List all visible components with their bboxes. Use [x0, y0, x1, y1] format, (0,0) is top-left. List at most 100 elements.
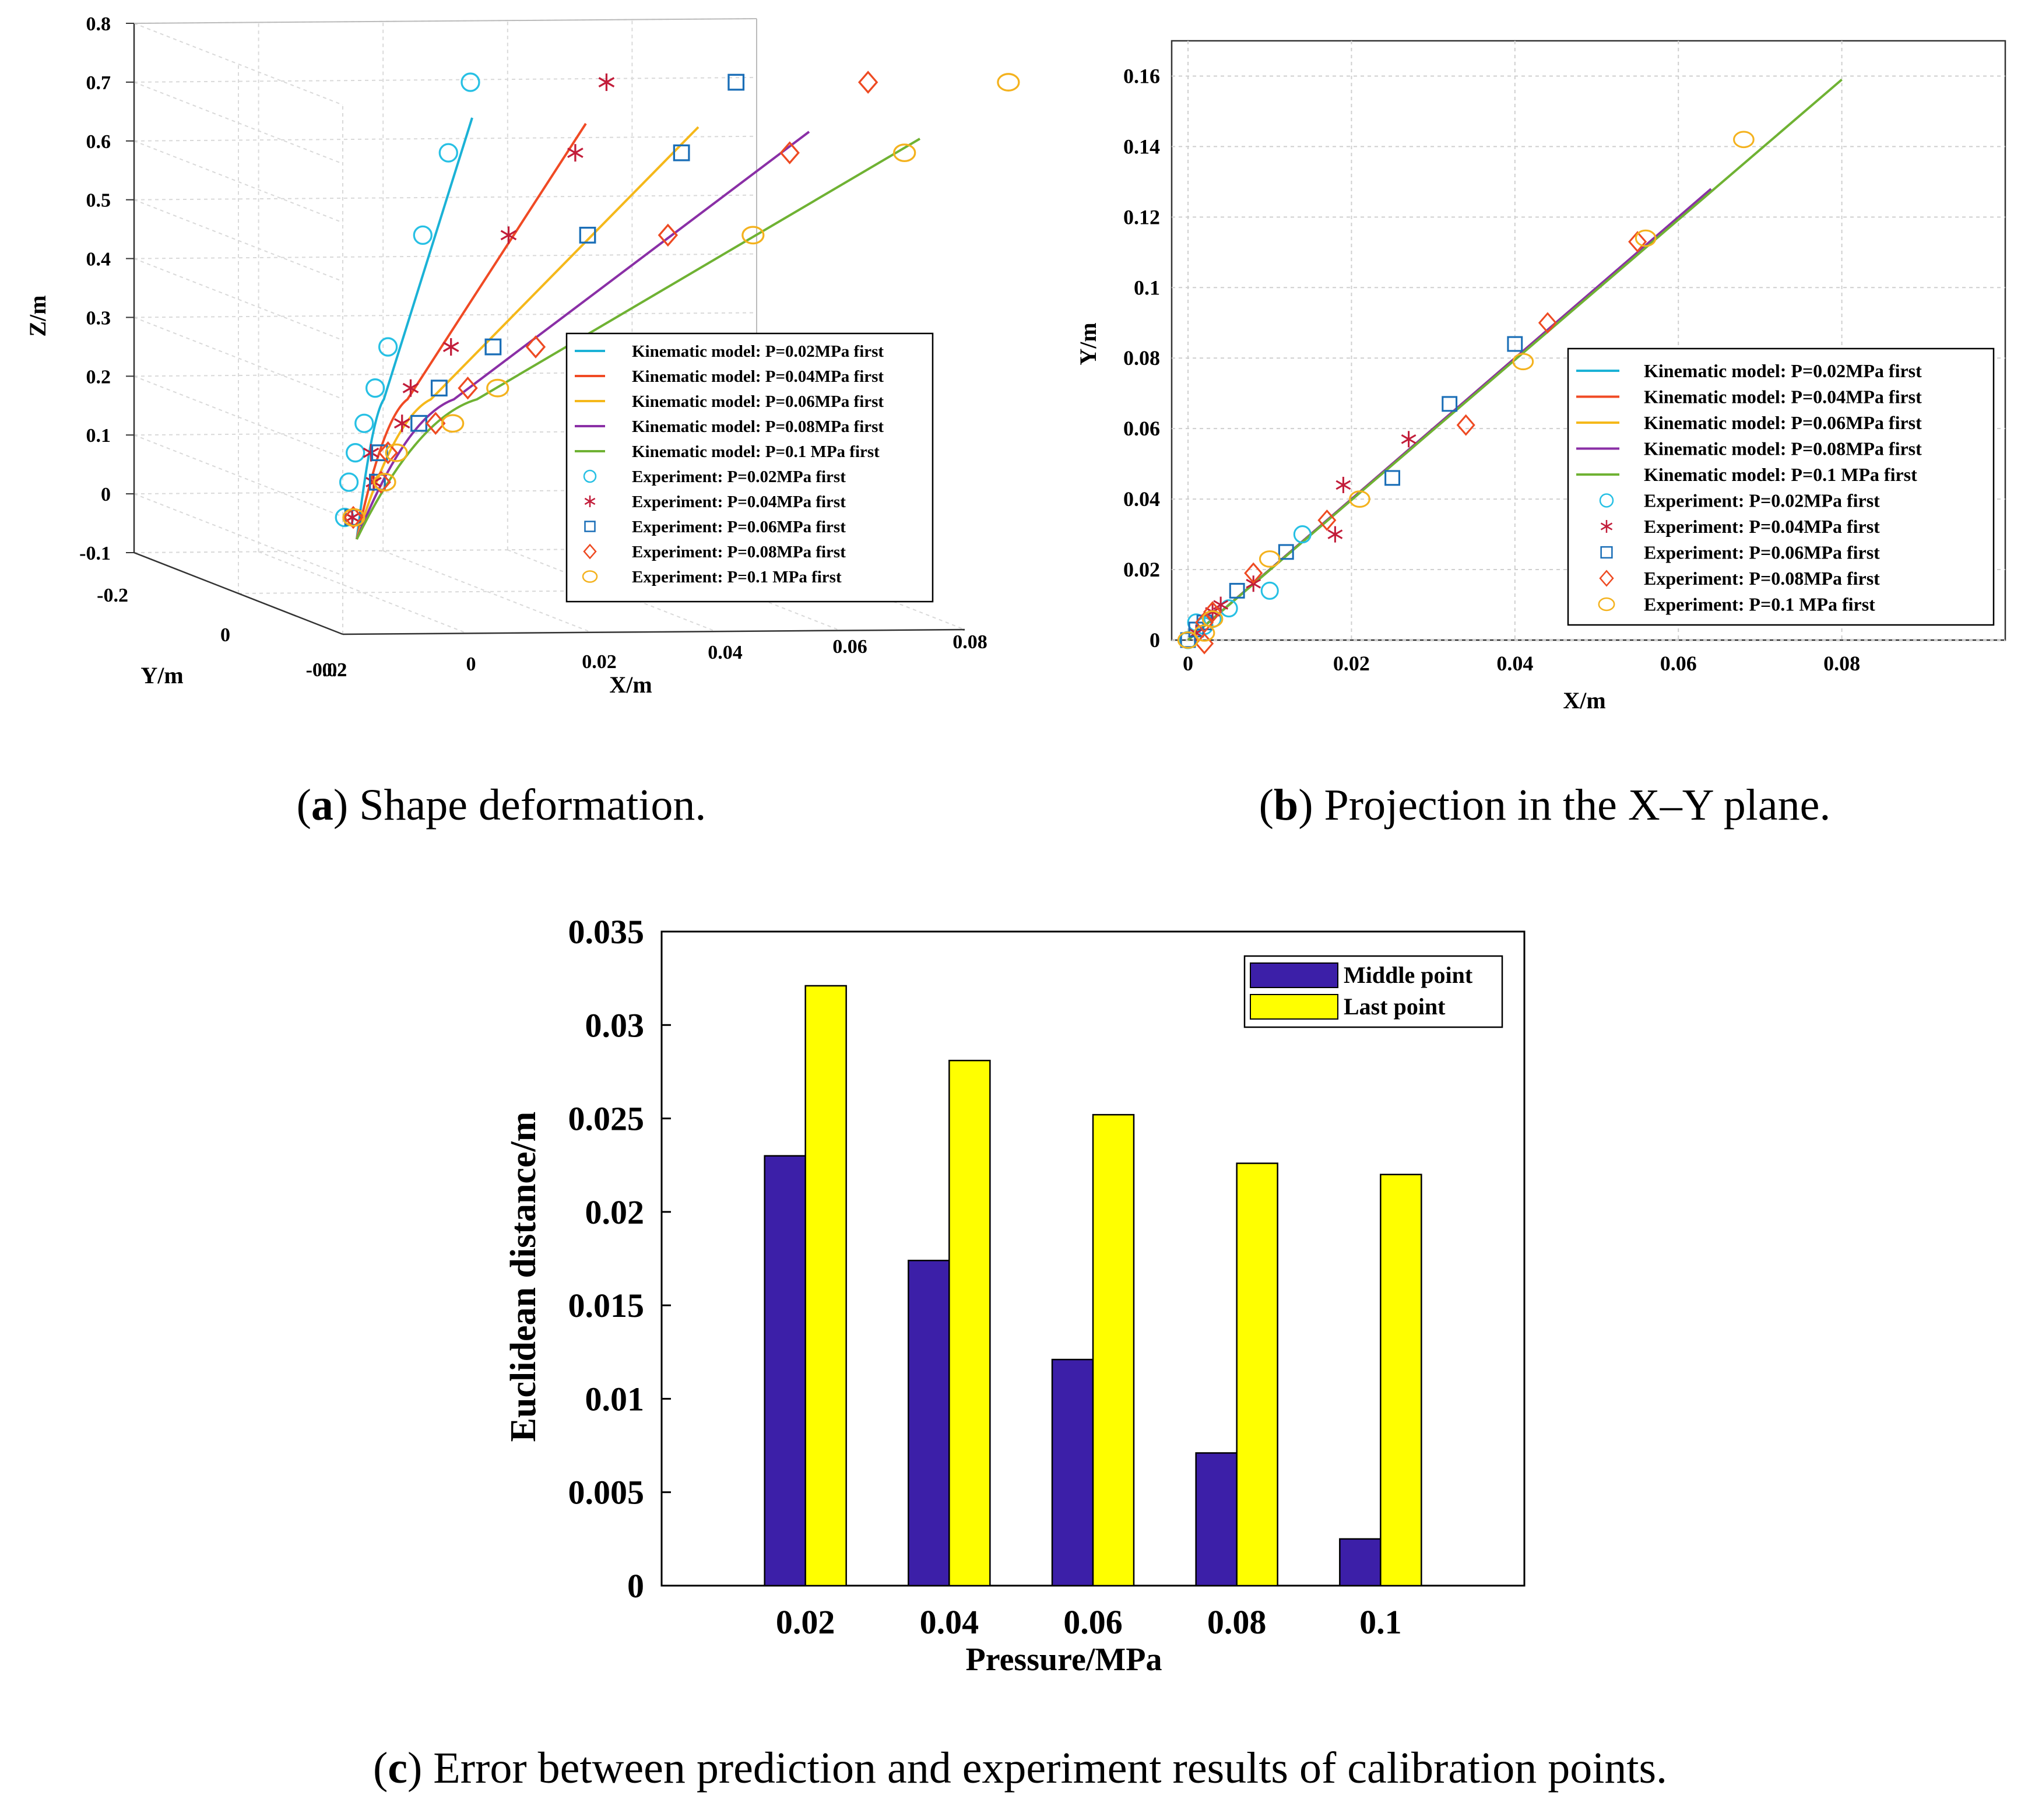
y-tick-label: 0.005 [568, 1474, 645, 1512]
z-tick-label: 0.3 [86, 307, 111, 329]
z-tick-label: -0.1 [79, 543, 111, 564]
caption-c-text: ) Error between prediction and experimen… [407, 1744, 1667, 1793]
legend-label: Last point [1344, 993, 1446, 1020]
exp-marker-P=0.06MPa [369, 473, 386, 491]
exp-marker-P=0.02MPa [378, 337, 398, 357]
legend-swatch [583, 469, 597, 483]
legend-swatch [1250, 994, 1338, 1020]
bar-middle-point [1339, 1538, 1382, 1587]
exp-point-P=0.08MPa [1244, 562, 1263, 584]
legend-box [565, 332, 934, 603]
bar-last-point [1092, 1113, 1135, 1587]
exp-point-P=0.06MPa [1442, 396, 1458, 412]
x-tick-label: 0.08 [953, 631, 987, 653]
y-tick-label: 0 [1150, 628, 1160, 652]
z-tick-label: 0 [101, 484, 111, 505]
legend-box [1567, 347, 1995, 626]
y-tick-label: 0 [220, 624, 230, 646]
exp-point-P=0.1MPa [1177, 631, 1199, 649]
bar-last-point [804, 985, 847, 1587]
exp-marker-P=0.06MPa [579, 226, 596, 244]
top-back-edge [133, 18, 757, 24]
panel-c-bars [764, 985, 1422, 1587]
legend-label: Experiment: P=0.1 MPa first [632, 568, 842, 586]
exp-marker-P=0.08MPa [343, 505, 364, 529]
panel-c-xlabel: Pressure/MPa [966, 1642, 1162, 1678]
z-tick-label: 0.4 [86, 249, 111, 270]
legend-swatch-stroke [1600, 522, 1613, 530]
exp-point-P=0.08MPa [1203, 601, 1222, 623]
bar-middle-point [1195, 1452, 1238, 1587]
x-tick-label: -0.02 [306, 659, 347, 681]
legend-swatch [583, 543, 597, 560]
grid-z-back [133, 253, 757, 259]
caption-b-label: b [1274, 781, 1298, 830]
y-tick-label: 0.16 [1123, 64, 1160, 87]
y-tick-label: 0.1 [1134, 276, 1160, 299]
bar-middle-point [764, 1155, 806, 1587]
legend-label: Kinematic model: P=0.02MPa first [632, 342, 884, 361]
exp-marker-P=0.08MPa [525, 335, 546, 359]
legend-label: Middle point [1344, 962, 1473, 988]
grid-z-back [133, 76, 757, 83]
y-tick-label: 0.03 [585, 1006, 645, 1044]
exp-marker-P=0.02MPa [365, 378, 385, 398]
legend-label: Kinematic model: P=0.1 MPa first [1644, 464, 1917, 485]
legend-label: Experiment: P=0.02MPa first [1644, 490, 1880, 511]
x-tick-label: 0 [1183, 652, 1193, 675]
panel-c-ticks: 0 0.005 0.01 0.015 0.02 0.025 0.03 0.035 0.02 0.0… [568, 913, 1402, 1641]
bar-last-point [1380, 1173, 1422, 1587]
x-tick-label: 0.02 [776, 1603, 835, 1641]
exp-marker-P=0.04MPa [567, 144, 584, 162]
panel-a-plot [335, 71, 1020, 540]
exp-marker-P=0.02MPa [339, 472, 359, 492]
exp-point-P=0.06MPa [1278, 544, 1294, 560]
exp-point-P=0.04MPa [1335, 476, 1351, 493]
legend-label: Kinematic model: P=0.08MPa first [632, 417, 884, 436]
panel-a-legend: Kinematic model: P=0.02MPa first Kinemati… [565, 332, 934, 603]
exp-marker-P=0.02MPa [461, 72, 480, 92]
exp-marker-P=0.06MPa [673, 144, 690, 161]
legend-label: Experiment: P=0.1 MPa first [1644, 594, 1875, 615]
exp-marker-P=0.1MPa [385, 443, 408, 462]
exp-point-P=0.04MPa-stroke [1401, 434, 1417, 444]
exp-marker-P=0.02MPa [354, 413, 374, 433]
exp-marker-P=0.08MPa [458, 376, 478, 400]
exp-marker-P=0.04MPa [500, 226, 517, 244]
y-tick-label: 0.015 [568, 1287, 645, 1324]
exp-point-P=0.1MPa [1635, 229, 1657, 247]
y-tick-label: 0.035 [568, 913, 645, 951]
model-curve-P=0.02MPa [356, 117, 473, 540]
exp-marker-P=0.1MPa [741, 226, 765, 245]
model-curve-P=0.1MPa [356, 138, 921, 540]
panel-b-legend: Kinematic model: P=0.02MPa first Kinemati… [1567, 347, 1995, 626]
grid-z-left [133, 23, 343, 106]
exp-marker-P=0.04MPa [402, 379, 419, 397]
exp-marker-P=0.1MPa [373, 473, 396, 492]
x-tick-label: 0.06 [1063, 1603, 1123, 1641]
caption-c-label: c [388, 1744, 407, 1793]
panel-b-plot [1177, 78, 1843, 655]
legend-label: Kinematic model: P=0.04MPa first [1644, 387, 1922, 407]
model-curve-P=0.08MPa [356, 131, 810, 540]
panel-b-xlabel: X/m [1563, 687, 1605, 714]
exp-point-P=0.1MPa [1349, 490, 1370, 508]
exp-marker-P=0.08MPa [658, 223, 679, 247]
exp-point-P=0.1MPa [1259, 550, 1281, 568]
panel-c-bar-chart: 0 0.005 0.01 0.015 0.02 0.025 0.03 0.035 0.02 0.0… [504, 913, 1526, 1678]
exp-marker-P=0.02MPa [413, 225, 433, 245]
legend-label: Experiment: P=0.06MPa first [632, 518, 846, 536]
exp-point-P=0.04MPa-stroke [1213, 600, 1229, 610]
legend-swatch [584, 521, 596, 532]
exp-marker-P=0.04MPa [598, 73, 615, 92]
bar-middle-point [1051, 1358, 1094, 1587]
exp-marker-P=0.04MPa [442, 338, 459, 356]
exp-point-P=0.06MPa [1229, 582, 1245, 599]
z-tick-label: 0.1 [86, 425, 111, 447]
panel-a-zlabel: Z/m [24, 295, 51, 336]
y-axis-line [133, 551, 343, 635]
legend-label: Kinematic model: P=0.06MPa first [1644, 412, 1922, 433]
legend-label: Kinematic model: P=0.02MPa first [1644, 360, 1922, 381]
x-tick-label: 0.06 [1660, 652, 1697, 675]
